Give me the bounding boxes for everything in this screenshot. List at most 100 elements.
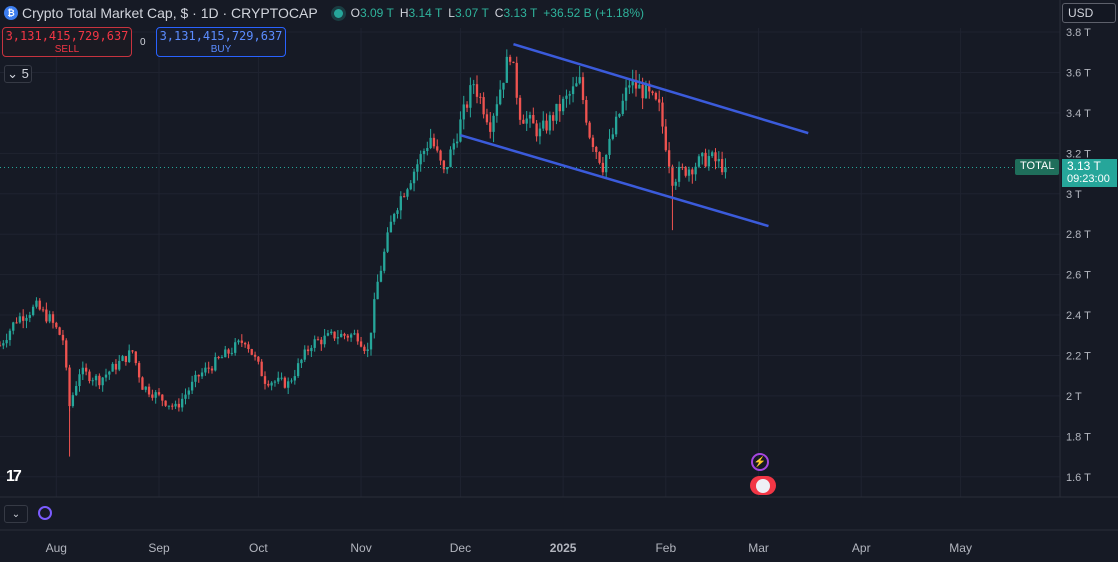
market-status-icon[interactable] [333,8,343,18]
candle-body [340,333,343,338]
candle-body [234,342,237,353]
y-tick-label: 3.2 T [1066,148,1091,160]
candle-body [267,383,270,386]
candle-body [237,340,240,343]
candle-body [2,343,5,346]
candle-body [224,349,227,358]
candle-body [313,339,316,348]
candle-body [336,337,340,339]
candle-body [287,381,290,388]
candle-body [412,171,416,184]
candle-body [724,167,727,173]
candle-body [677,166,681,182]
sell-button[interactable]: 3,131,415,729,637 SELL [2,27,132,57]
event-lightning-icon[interactable]: ⚡ [751,453,769,471]
candle-body [379,270,383,282]
candle-body [469,85,472,108]
candle-body [227,349,230,354]
candle-body [363,346,366,351]
candle-body [164,400,167,406]
candle-body [217,357,220,359]
candle-body [449,149,452,168]
candle-body [290,380,293,382]
bottom-collapse-button[interactable]: ⌄ [4,505,28,523]
candle-body [538,128,542,137]
currency-select[interactable]: USD [1062,3,1116,23]
candle-body [247,344,250,350]
candle-body [111,363,114,372]
candle-body [280,377,283,379]
candle-body [439,150,442,161]
candle-body [144,386,147,390]
candle-body [118,360,121,370]
candle-body [618,113,621,117]
candle-body [131,350,134,352]
replay-icon[interactable] [38,506,52,520]
candle-body [452,143,455,150]
candle-body [75,386,78,396]
x-tick-label: May [949,541,972,555]
x-tick-label: Mar [748,541,769,555]
candle-body [416,164,419,172]
candle-body [373,299,376,333]
candle-body [465,104,469,108]
x-tick-label: Oct [249,541,268,555]
candle-body [41,309,45,311]
candle-body [366,349,369,351]
ohlc-high: H3.14 T [399,6,443,20]
candle-body [601,162,605,173]
candle-body [658,99,661,103]
candle-body [535,123,538,137]
candle-body [508,56,512,62]
candle-body [190,381,194,391]
candle-body [528,114,532,119]
candle-body [296,363,300,377]
candle-body [230,352,234,354]
y-tick-label: 1.6 T [1066,472,1091,484]
candle-body [389,221,393,233]
candle-body [479,96,482,98]
candle-body [323,335,326,345]
candle-body [220,357,224,359]
candle-body [330,331,333,334]
candle-body [137,363,141,378]
candle-body [644,83,648,99]
channel-line-upper [513,42,809,135]
candle-body [171,405,174,407]
buy-button[interactable]: 3,131,415,729,637 BUY [156,27,286,57]
candle-body [84,367,88,372]
candle-body [0,345,2,347]
candle-body [634,79,638,89]
candle-body [108,371,111,375]
candle-body [31,306,35,316]
candle-body [48,314,51,322]
candle-body [545,120,548,131]
candle-body [426,148,429,151]
candle-body [429,137,432,149]
candle-body [197,374,200,377]
tradingview-logo-icon[interactable]: 17 [6,468,22,485]
candle-body [25,317,28,321]
candle-body [548,115,552,131]
candle-body [147,386,151,395]
candle-body [187,390,190,395]
candle-body [621,100,624,114]
last-price-value: 3.13 T [1067,159,1101,173]
y-tick-label: 2.8 T [1066,229,1091,241]
indicators-collapse-button[interactable]: ⌄ 5 [4,65,32,83]
event-us-flag-icon[interactable] [750,476,776,495]
candle-body [204,367,207,373]
candle-body [638,84,641,89]
candle-body [611,134,614,139]
candle-body [555,103,558,121]
symbol-title[interactable]: Crypto Total Market Cap, $ · 1D · CRYPTO… [22,5,318,21]
candle-body [624,87,628,101]
candle-body [552,115,555,121]
candle-body [177,403,181,408]
candle-body [631,79,634,86]
candle-body [614,116,618,135]
candle-body [104,374,108,378]
ohlc-low: L3.07 T [448,6,489,20]
candle-body [462,104,465,120]
